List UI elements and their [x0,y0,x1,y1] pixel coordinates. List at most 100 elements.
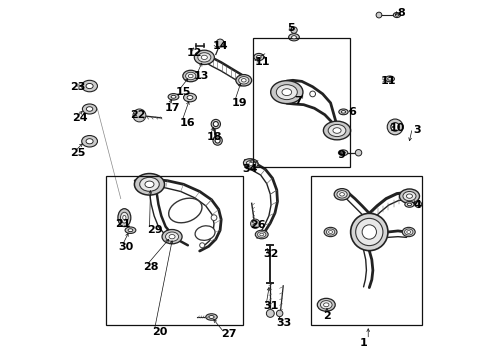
Text: 29: 29 [147,225,162,235]
Ellipse shape [288,34,299,41]
Ellipse shape [323,303,328,307]
Ellipse shape [86,84,93,89]
Ellipse shape [323,121,350,140]
Ellipse shape [407,203,411,206]
Ellipse shape [333,189,349,200]
Ellipse shape [120,212,128,223]
Ellipse shape [243,159,254,167]
Ellipse shape [253,53,264,60]
Ellipse shape [402,192,415,201]
Circle shape [133,109,145,122]
Text: 8: 8 [396,8,404,18]
Text: 3: 3 [413,125,421,135]
Ellipse shape [332,128,341,133]
Ellipse shape [169,234,175,239]
Ellipse shape [325,229,334,235]
Ellipse shape [327,125,345,136]
Text: 5: 5 [286,23,294,33]
Ellipse shape [338,150,347,156]
Ellipse shape [256,55,261,59]
Text: 32: 32 [263,248,278,258]
Ellipse shape [246,161,255,167]
Text: 14: 14 [212,41,227,50]
Text: 13: 13 [193,71,208,81]
Text: 27: 27 [221,329,236,339]
Circle shape [290,27,297,33]
Circle shape [355,219,382,246]
Ellipse shape [394,14,398,16]
Circle shape [250,219,260,228]
Ellipse shape [205,314,217,320]
Ellipse shape [235,75,251,86]
Ellipse shape [404,229,412,235]
Text: 30: 30 [118,242,133,252]
Text: 17: 17 [164,103,180,113]
Ellipse shape [122,215,126,220]
Circle shape [414,201,421,208]
Ellipse shape [384,76,394,82]
Ellipse shape [404,202,413,207]
Ellipse shape [406,231,410,233]
Ellipse shape [183,93,196,102]
Text: 26: 26 [249,220,265,230]
Ellipse shape [81,80,97,92]
Circle shape [199,243,204,248]
Circle shape [276,310,282,317]
Ellipse shape [255,230,267,239]
Text: 24: 24 [72,113,88,123]
Bar [310,176,421,325]
Ellipse shape [208,315,214,319]
Ellipse shape [341,111,345,113]
Bar [106,176,242,325]
Ellipse shape [336,190,346,198]
Ellipse shape [324,227,336,237]
Ellipse shape [259,233,263,236]
Ellipse shape [282,89,291,96]
Ellipse shape [118,209,131,226]
Text: 33: 33 [276,319,291,328]
Ellipse shape [125,227,136,233]
Ellipse shape [406,194,412,198]
Circle shape [350,213,387,251]
Ellipse shape [183,70,198,82]
Text: 1: 1 [359,338,366,348]
Circle shape [266,310,274,318]
Text: 34: 34 [242,164,258,174]
Text: 11: 11 [254,57,269,67]
Text: 2: 2 [322,311,330,321]
Text: 11: 11 [380,76,395,86]
Ellipse shape [86,139,93,144]
Ellipse shape [82,104,97,114]
Circle shape [362,225,376,239]
Ellipse shape [134,174,164,195]
Circle shape [375,12,381,18]
Circle shape [216,39,224,47]
Ellipse shape [171,95,176,98]
Circle shape [212,136,222,145]
Ellipse shape [165,232,178,241]
Text: 20: 20 [152,327,167,337]
Circle shape [355,149,361,156]
Circle shape [213,122,218,127]
Ellipse shape [339,193,344,196]
Ellipse shape [244,159,258,169]
Ellipse shape [392,13,400,18]
Ellipse shape [402,227,414,237]
Ellipse shape [187,96,192,99]
Circle shape [309,91,315,97]
Text: 18: 18 [206,132,222,142]
Text: 16: 16 [179,118,194,128]
Ellipse shape [338,109,347,115]
Text: 25: 25 [70,148,86,158]
Ellipse shape [399,189,419,203]
Text: 22: 22 [130,111,145,121]
Ellipse shape [168,198,202,223]
Ellipse shape [320,301,331,309]
Ellipse shape [248,162,253,165]
Text: 23: 23 [70,82,86,92]
Text: 31: 31 [263,301,278,311]
Text: 12: 12 [187,48,202,58]
Ellipse shape [241,78,245,82]
Ellipse shape [387,78,391,80]
Text: 19: 19 [231,98,247,108]
